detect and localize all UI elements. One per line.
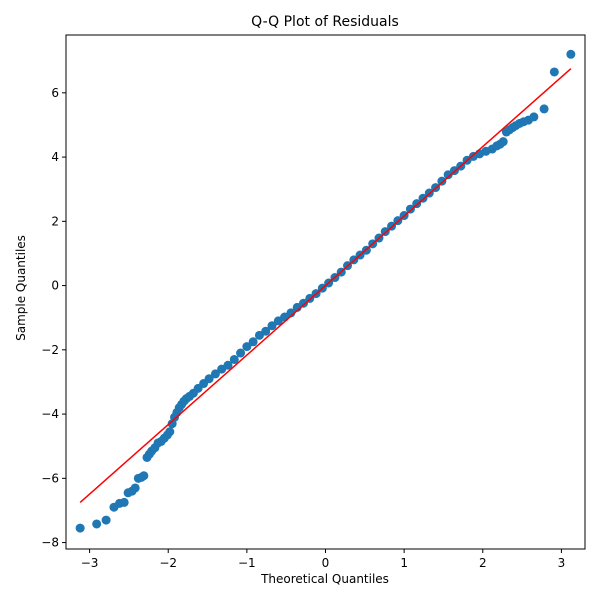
data-point — [566, 49, 576, 59]
data-point — [248, 337, 258, 347]
y-tick-label: −2 — [41, 343, 59, 357]
x-tick-label: 1 — [400, 556, 408, 570]
x-tick-label: 3 — [558, 556, 566, 570]
data-point — [242, 342, 252, 352]
y-tick-label: 4 — [51, 150, 59, 164]
data-point — [529, 112, 539, 122]
y-tick-label: −4 — [41, 407, 59, 421]
chart-title: Q-Q Plot of Residuals — [251, 14, 399, 30]
x-tick-label: −2 — [159, 556, 177, 570]
x-axis-label: Theoretical Quantiles — [260, 572, 389, 586]
data-point — [223, 360, 233, 370]
data-point — [119, 497, 129, 507]
y-tick-label: 2 — [51, 214, 59, 228]
data-point — [267, 321, 277, 331]
data-point — [204, 374, 214, 384]
data-point — [130, 483, 140, 493]
data-point — [165, 427, 175, 437]
x-tick-label: 2 — [479, 556, 487, 570]
x-tick-label: −1 — [238, 556, 256, 570]
y-tick-label: −6 — [41, 471, 59, 485]
data-point — [261, 326, 271, 336]
data-point — [229, 354, 239, 364]
data-point — [405, 204, 415, 214]
data-point — [75, 523, 85, 533]
axis-ticks: −3 −2 −1 0 1 2 3 −8 −6 −4 −2 0 2 4 6 — [41, 86, 565, 570]
data-point — [101, 515, 111, 525]
y-tick-label: −8 — [41, 536, 59, 550]
y-tick-label: 6 — [51, 86, 59, 100]
data-point — [210, 369, 220, 379]
plot-frame — [65, 34, 586, 550]
data-point — [139, 471, 149, 481]
reference-line — [79, 68, 572, 503]
data-point — [549, 67, 559, 77]
plot-area — [75, 49, 576, 533]
x-tick-label: −3 — [81, 556, 99, 570]
data-point — [412, 199, 422, 209]
x-tick-label: 0 — [322, 556, 330, 570]
y-tick-label: 0 — [51, 279, 59, 293]
data-point — [236, 348, 246, 358]
data-point — [437, 176, 447, 186]
data-point — [498, 137, 508, 147]
data-point — [539, 104, 549, 114]
y-axis-label: Sample Quantiles — [14, 235, 28, 341]
data-point — [92, 519, 102, 529]
data-point — [298, 298, 308, 308]
